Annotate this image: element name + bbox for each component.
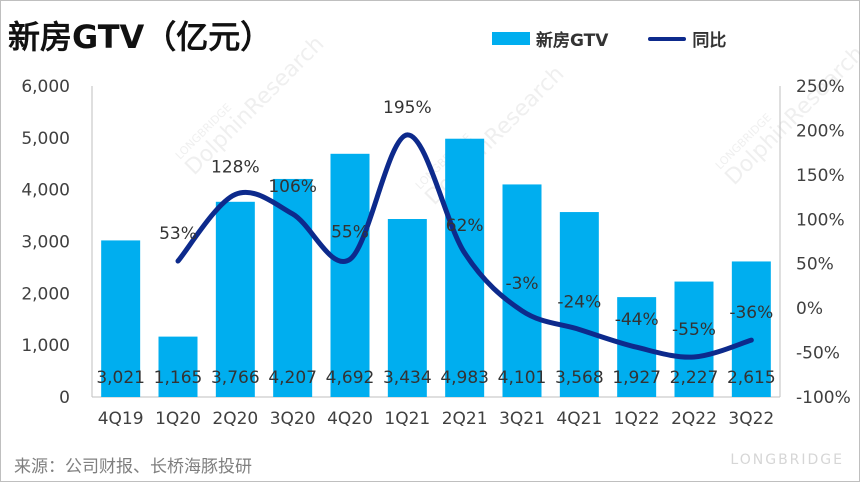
y-left-tick-label: 3,000: [21, 233, 70, 253]
x-tick-label: 2Q21: [442, 409, 488, 429]
legend-line-swatch: [648, 36, 687, 41]
source-note: 来源：公司财报、长桥海豚投研: [14, 457, 252, 477]
yoy-data-label: 62%: [446, 216, 484, 236]
yoy-data-label: -55%: [672, 320, 716, 340]
yoy-line: [175, 132, 754, 360]
legend-bar-label: 新房GTV: [536, 31, 609, 51]
bar-data-label: 3,766: [211, 368, 260, 388]
x-tick-label: 1Q20: [155, 409, 201, 429]
bar-data-label: 4,983: [440, 368, 489, 388]
y-left-tick-label: 4,000: [21, 181, 70, 201]
bar-data-label: 3,568: [555, 368, 604, 388]
bar-data-label: 2,227: [670, 368, 719, 388]
yoy-data-label: 53%: [159, 224, 197, 244]
bar: [502, 184, 542, 397]
x-tick-label: 3Q20: [270, 409, 316, 429]
yoy-data-label: -3%: [505, 274, 538, 294]
y-right-tick-label: 0%: [796, 299, 823, 319]
y-left-tick-label: 0: [59, 388, 70, 408]
x-tick-label: 3Q21: [499, 409, 545, 429]
bar: [158, 336, 198, 397]
x-tick-label: 1Q21: [384, 409, 430, 429]
yoy-data-label: 55%: [331, 222, 369, 242]
bar: [101, 240, 141, 397]
y-left-tick-label: 2,000: [21, 284, 70, 304]
chart-title: 新房GTV（亿元）: [8, 18, 273, 56]
x-tick-label: 2Q20: [212, 409, 258, 429]
legend: 新房GTV 同比: [492, 26, 726, 51]
yoy-data-label: 195%: [383, 98, 432, 118]
bar: [387, 219, 427, 397]
legend-item-line: 同比: [648, 26, 726, 51]
bar-data-label: 2,615: [727, 368, 776, 388]
y-left-tick-label: 5,000: [21, 129, 70, 149]
yoy-data-label: 128%: [211, 157, 260, 177]
bar-data-label: 3,021: [96, 368, 145, 388]
x-tick-label: 3Q22: [728, 409, 774, 429]
bar: [215, 201, 255, 397]
y-right-tick-label: 50%: [796, 255, 834, 275]
watermark-text: DolphinResearch: [421, 61, 570, 210]
y-right-tick-label: 150%: [796, 166, 845, 186]
bar-data-label: 1,165: [154, 368, 203, 388]
bar-data-label: 4,207: [268, 368, 317, 388]
y-right-tick-label: 100%: [796, 210, 845, 230]
x-tick-label: 2Q22: [671, 409, 717, 429]
legend-line-label: 同比: [692, 31, 727, 51]
y-left-tick-label: 1,000: [21, 336, 70, 356]
bar: [731, 261, 771, 397]
y-right-tick-label: 250%: [796, 77, 845, 97]
yoy-data-label: -44%: [615, 310, 659, 330]
x-tick-label: 4Q20: [327, 409, 373, 429]
bar-data-label: 1,927: [612, 368, 661, 388]
bar-data-label: 3,434: [383, 368, 432, 388]
bar: [330, 153, 370, 397]
x-tick-label: 4Q21: [556, 409, 602, 429]
x-tick-label: 4Q19: [98, 409, 144, 429]
legend-bar-swatch: [492, 32, 530, 45]
yoy-data-label: 106%: [268, 177, 317, 197]
yoy-data-label: -24%: [557, 292, 601, 312]
y-right-tick-label: 200%: [796, 121, 845, 141]
y-right-tick-label: -50%: [796, 344, 840, 364]
bar: [674, 281, 714, 397]
y-left-tick-label: 6,000: [21, 77, 70, 97]
brand-watermark: LONGBRIDGE: [730, 452, 844, 468]
bar-data-label: 4,101: [498, 368, 547, 388]
y-right-tick-label: -100%: [796, 388, 851, 408]
yoy-data-label: -36%: [729, 303, 773, 323]
bar: [559, 212, 599, 397]
x-tick-label: 1Q22: [614, 409, 660, 429]
bar-data-label: 4,692: [326, 368, 375, 388]
legend-item-bar: 新房GTV: [492, 26, 608, 51]
